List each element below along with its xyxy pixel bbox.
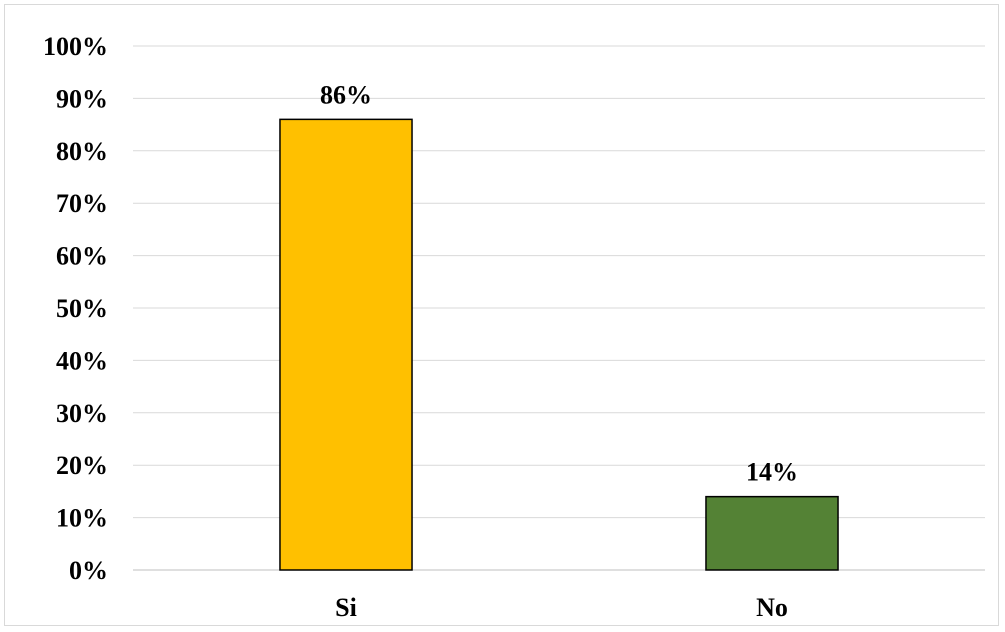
x-axis-category-labels: Si No <box>335 593 788 622</box>
y-axis-tick-labels: 0% 10% 20% 30% 40% 50% 60% 70% 80% 90% 100% <box>43 32 108 585</box>
y-tick-label: 50% <box>56 294 108 323</box>
y-tick-label: 80% <box>56 137 108 166</box>
data-label-si: 86% <box>320 80 372 109</box>
bar-no <box>705 495 839 571</box>
y-tick-label: 70% <box>56 189 108 218</box>
gridlines <box>133 45 985 571</box>
y-tick-label: 20% <box>56 451 108 480</box>
category-label-no: No <box>756 593 788 622</box>
category-label-si: Si <box>335 593 357 622</box>
y-tick-label: 30% <box>56 399 108 428</box>
data-label-no: 14% <box>746 458 798 487</box>
y-tick-label: 60% <box>56 242 108 271</box>
y-tick-label: 0% <box>69 556 108 585</box>
y-tick-label: 10% <box>56 504 108 533</box>
data-labels: 86% 14% <box>320 80 798 486</box>
y-tick-label: 90% <box>56 84 108 113</box>
bars <box>279 118 839 571</box>
bar-si <box>279 118 413 571</box>
y-tick-label: 40% <box>56 346 108 375</box>
y-tick-label: 100% <box>43 32 108 61</box>
